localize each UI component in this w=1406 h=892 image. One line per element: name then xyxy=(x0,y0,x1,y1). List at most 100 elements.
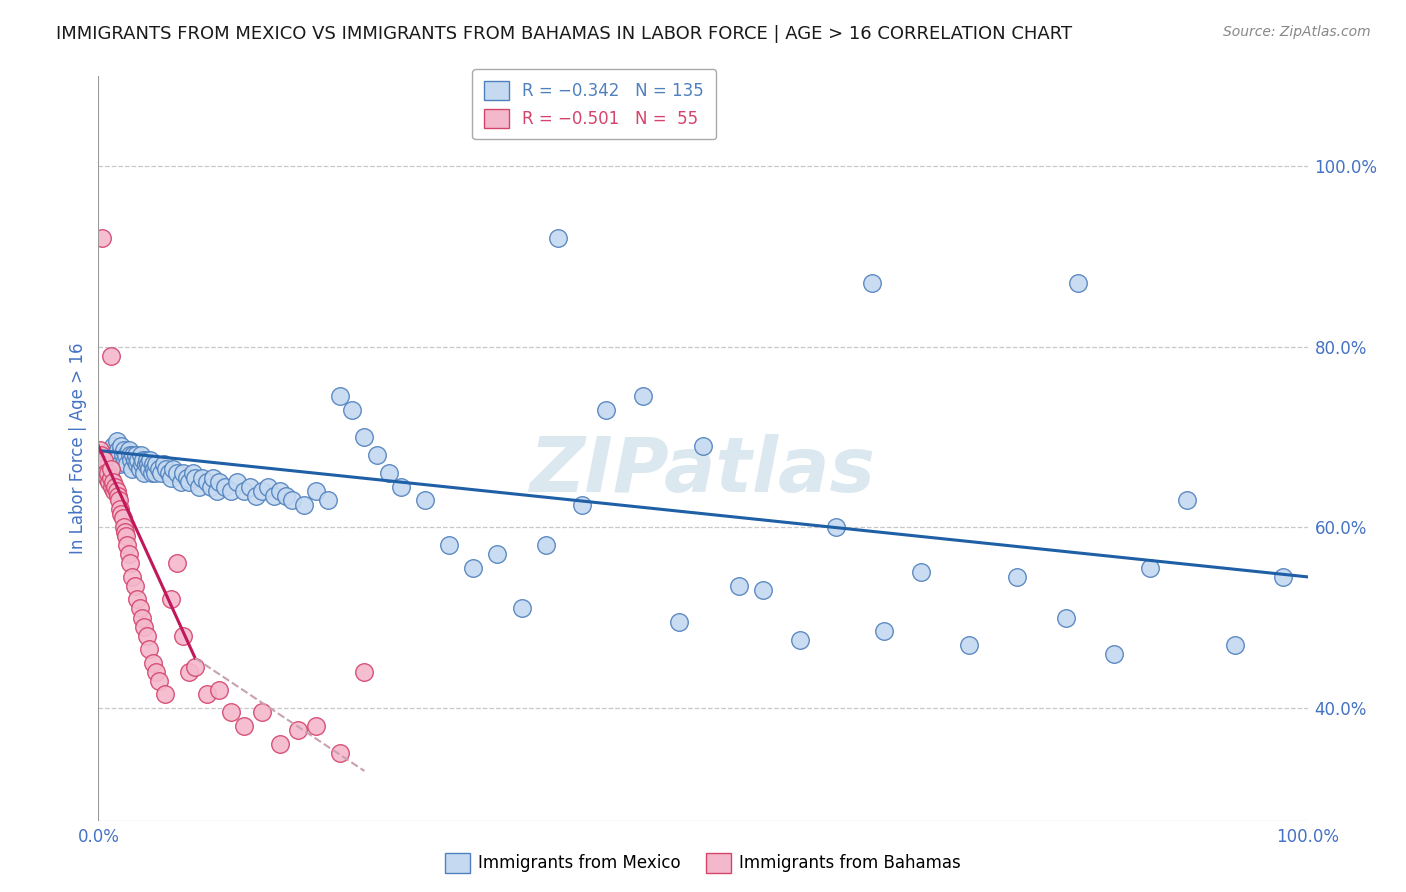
Point xyxy=(256,480,278,494)
Point xyxy=(93,466,115,480)
Point xyxy=(100,470,122,484)
Point xyxy=(100,461,122,475)
Point xyxy=(184,660,207,674)
Point xyxy=(166,466,188,480)
Point xyxy=(91,457,114,471)
Point xyxy=(157,466,180,480)
Point xyxy=(692,439,714,453)
Point xyxy=(250,706,273,720)
Point xyxy=(129,448,152,462)
Point xyxy=(353,430,375,444)
Point xyxy=(108,502,131,516)
Point xyxy=(269,484,291,499)
Point xyxy=(1223,638,1246,652)
Point xyxy=(127,452,149,467)
Point xyxy=(214,480,236,494)
Point xyxy=(287,723,309,738)
Point xyxy=(114,524,136,539)
Y-axis label: In Labor Force | Age > 16: In Labor Force | Age > 16 xyxy=(69,343,87,554)
Point xyxy=(789,633,811,648)
Point xyxy=(101,439,124,453)
Point xyxy=(104,480,127,494)
Point xyxy=(221,484,243,499)
Point xyxy=(166,557,188,571)
Point xyxy=(957,638,980,652)
Point xyxy=(139,452,162,467)
Point xyxy=(547,231,569,245)
Point xyxy=(128,461,150,475)
Point xyxy=(1139,561,1161,575)
Point xyxy=(329,746,352,760)
Point xyxy=(239,480,262,494)
Point xyxy=(118,448,141,462)
Point xyxy=(143,461,166,475)
Point xyxy=(108,493,131,508)
Text: Source: ZipAtlas.com: Source: ZipAtlas.com xyxy=(1223,25,1371,39)
Point xyxy=(108,448,131,462)
Point xyxy=(124,579,146,593)
Point xyxy=(101,475,124,489)
Point xyxy=(245,489,267,503)
Point xyxy=(150,466,173,480)
Point xyxy=(184,470,207,484)
Point xyxy=(91,231,114,245)
Point xyxy=(118,443,141,458)
Point xyxy=(1272,570,1295,584)
Point xyxy=(179,665,201,679)
Point xyxy=(111,448,134,462)
Point xyxy=(97,466,120,480)
Point xyxy=(100,443,122,458)
Point xyxy=(127,592,149,607)
Point xyxy=(825,520,848,534)
Point xyxy=(263,489,285,503)
Point xyxy=(413,493,436,508)
Point xyxy=(226,475,249,489)
Point xyxy=(105,484,128,499)
Point xyxy=(117,457,139,471)
Point xyxy=(138,642,160,657)
Point xyxy=(134,619,156,633)
Point xyxy=(111,511,134,525)
Point xyxy=(316,493,339,508)
Point xyxy=(1102,647,1125,661)
Point xyxy=(131,610,153,624)
Point xyxy=(118,557,141,571)
Point xyxy=(108,457,131,471)
Point xyxy=(94,466,117,480)
Point xyxy=(142,656,165,670)
Point xyxy=(138,461,160,475)
Point xyxy=(377,466,399,480)
Point xyxy=(118,547,141,561)
Point xyxy=(191,470,214,484)
Point xyxy=(752,583,775,598)
Point xyxy=(208,475,231,489)
Point xyxy=(122,448,145,462)
Point xyxy=(131,457,153,471)
Point xyxy=(329,389,352,403)
Point xyxy=(98,475,121,489)
Point xyxy=(389,480,412,494)
Point xyxy=(134,466,156,480)
Point xyxy=(120,452,142,467)
Point xyxy=(125,448,148,462)
Point xyxy=(571,498,593,512)
Point xyxy=(115,448,138,462)
Point xyxy=(860,277,883,291)
Point xyxy=(148,461,170,475)
Point xyxy=(107,489,129,503)
Point xyxy=(463,561,485,575)
Point xyxy=(105,434,128,449)
Point xyxy=(353,665,375,679)
Point xyxy=(117,538,139,552)
Point xyxy=(145,665,167,679)
Point xyxy=(366,448,388,462)
Point xyxy=(873,624,896,638)
Point xyxy=(110,439,132,453)
Point xyxy=(269,737,291,751)
Point xyxy=(135,452,157,467)
Point xyxy=(274,489,297,503)
Point xyxy=(342,402,364,417)
Point xyxy=(1007,570,1029,584)
Point xyxy=(486,547,509,561)
Point xyxy=(103,484,125,499)
